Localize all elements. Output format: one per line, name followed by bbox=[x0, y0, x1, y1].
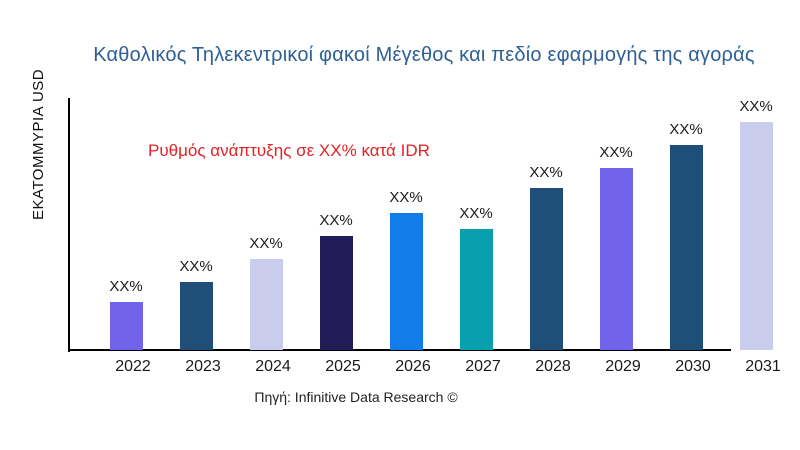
x-tick-2028: 2028 bbox=[535, 358, 571, 375]
bar-value-label-2029: XX% bbox=[599, 143, 633, 161]
bar-2024 bbox=[249, 258, 283, 350]
bar-2029 bbox=[599, 167, 633, 350]
bar-2027 bbox=[459, 229, 493, 350]
x-tick-2023: 2023 bbox=[185, 358, 221, 375]
y-axis-label: ΕΚΑΤΟΜΜΥΡΙΑ USD bbox=[30, 68, 47, 220]
bar-2026 bbox=[389, 213, 423, 350]
bar-value-label-2028: XX% bbox=[529, 164, 563, 182]
bar-value-label-2023: XX% bbox=[179, 257, 213, 275]
x-tick-2029: 2029 bbox=[605, 358, 641, 375]
bar-value-label-2025: XX% bbox=[319, 212, 353, 229]
x-tick-2026: 2026 bbox=[395, 358, 431, 375]
bar-2030 bbox=[669, 144, 703, 350]
x-tick-2027: 2027 bbox=[465, 358, 501, 375]
chart-title: Καθολικός Τηλεκεντρικοί φακοί Μέγεθος κα… bbox=[93, 44, 755, 66]
bar-value-label-2030: XX% bbox=[669, 120, 703, 138]
bar-value-label-2031: XX% bbox=[739, 98, 773, 115]
bar-value-label-2027: XX% bbox=[459, 205, 493, 223]
x-axis-line bbox=[68, 349, 731, 351]
bar-2031 bbox=[739, 122, 773, 350]
bar-value-label-2026: XX% bbox=[389, 189, 423, 207]
bar-2025 bbox=[319, 236, 353, 350]
x-tick-2022: 2022 bbox=[115, 358, 151, 375]
bar-value-label-2024: XX% bbox=[249, 234, 283, 252]
y-axis-line bbox=[68, 98, 70, 352]
growth-rate-annotation: Ρυθμός ανάπτυξης σε XX% κατά IDR bbox=[148, 141, 430, 160]
bar-2023 bbox=[179, 281, 213, 350]
x-tick-2025: 2025 bbox=[325, 358, 361, 375]
x-tick-2030: 2030 bbox=[675, 358, 711, 375]
bar-2022 bbox=[109, 302, 143, 350]
x-tick-2024: 2024 bbox=[255, 358, 291, 375]
x-tick-2031: 2031 bbox=[745, 358, 781, 375]
source-attribution: Πηγή: Infinitive Data Research © bbox=[254, 389, 458, 405]
bar-2028 bbox=[529, 188, 563, 350]
bar-value-label-2022: XX% bbox=[109, 278, 143, 296]
